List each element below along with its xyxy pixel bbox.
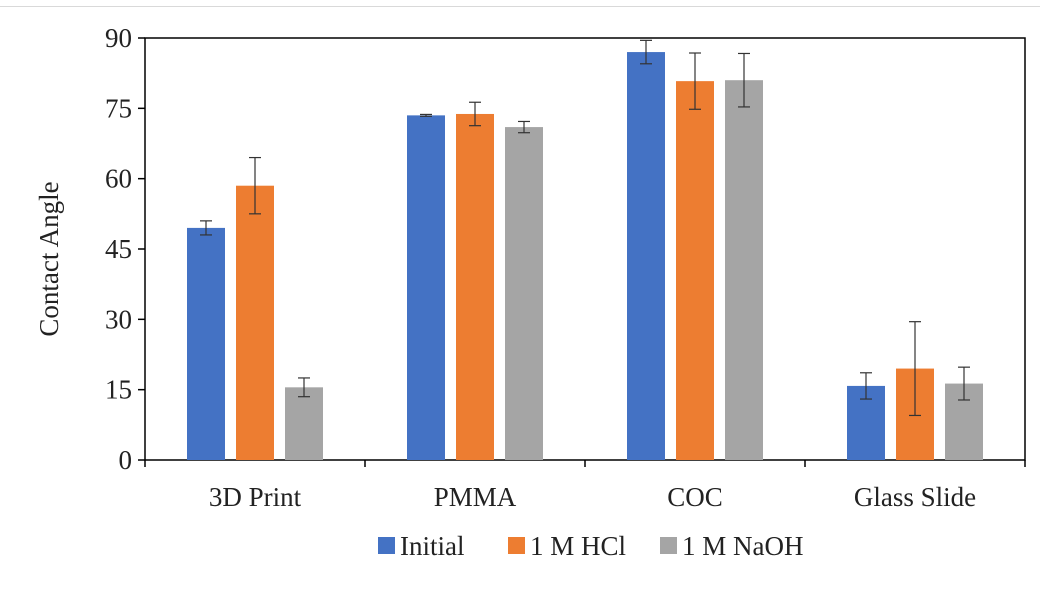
- legend-item: Initial: [378, 531, 464, 561]
- y-tick-label: 0: [119, 445, 133, 475]
- error-bar-group: [200, 39, 970, 417]
- category-label: COC: [667, 482, 723, 512]
- y-tick-label: 90: [105, 23, 132, 53]
- error-bar: [469, 101, 481, 127]
- bar-series-group: [187, 52, 983, 461]
- y-tick-label: 30: [105, 304, 132, 334]
- legend-label: Initial: [400, 531, 464, 561]
- bar-coc-1-m-naoh: [725, 80, 763, 460]
- bar-pmma-initial: [407, 115, 445, 460]
- legend-swatch: [660, 537, 677, 554]
- bar-coc-initial: [627, 52, 665, 461]
- top-divider-line: [0, 6, 1040, 7]
- category-label: Glass Slide: [854, 482, 976, 512]
- legend-item: 1 M NaOH: [660, 531, 804, 561]
- y-tick-label: 60: [105, 164, 132, 194]
- error-bar: [420, 113, 432, 117]
- legend-item: 1 M HCl: [508, 531, 626, 561]
- y-tick-label: 75: [105, 93, 132, 123]
- error-bar: [298, 377, 310, 398]
- category-label: 3D Print: [209, 482, 302, 512]
- legend-label: 1 M HCl: [530, 531, 626, 561]
- legend: Initial 1 M HCl 1 M NaOH: [378, 531, 804, 561]
- bar-coc-1-m-hcl: [676, 81, 714, 460]
- bar-3d-print-1-m-hcl: [236, 185, 274, 460]
- legend-swatch: [508, 537, 525, 554]
- bar-3d-print-1-m-naoh: [285, 387, 323, 460]
- error-bar: [689, 52, 701, 110]
- plot-area-frame: [144, 37, 1026, 461]
- error-bar: [909, 321, 921, 417]
- error-bar: [249, 156, 261, 215]
- legend-swatch: [378, 537, 395, 554]
- x-axis-ticks: [144, 460, 1026, 467]
- bar-3d-print-initial: [187, 227, 225, 460]
- y-tick-label: 15: [105, 375, 132, 405]
- category-labels: 3D Print PMMA COC Glass Slide: [209, 482, 976, 512]
- bar-pmma-1-m-hcl: [456, 113, 494, 461]
- y-tick-label: 45: [105, 234, 132, 264]
- y-axis-title: Contact Angle: [34, 181, 64, 336]
- error-bar: [958, 366, 970, 401]
- category-label: PMMA: [434, 482, 517, 512]
- error-bar: [738, 52, 750, 108]
- error-bar: [860, 372, 872, 400]
- error-bar: [640, 39, 652, 65]
- bar-pmma-1-m-naoh: [505, 127, 543, 460]
- legend-label: 1 M NaOH: [682, 531, 804, 561]
- y-axis-ticks: 0 15 30 45 60 75 90: [105, 23, 145, 475]
- error-bar: [200, 220, 212, 236]
- error-bar: [518, 120, 530, 134]
